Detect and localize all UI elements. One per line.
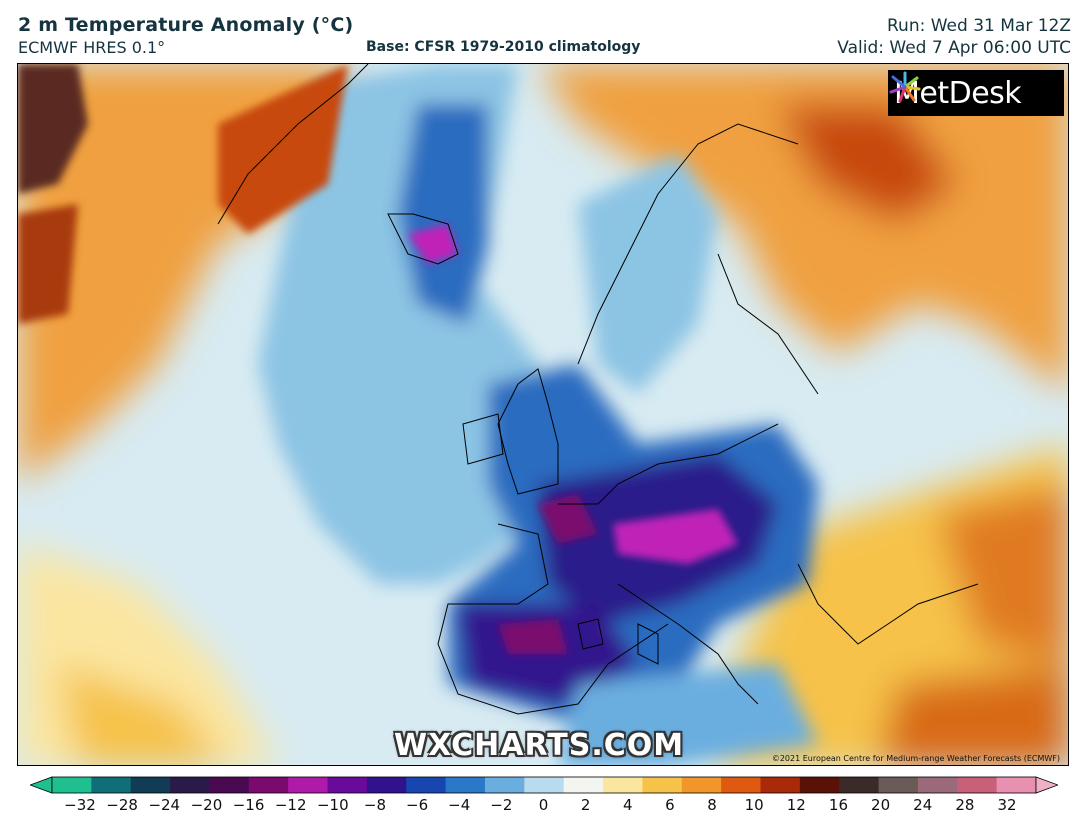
colorbar-tick-label: 0 xyxy=(538,796,549,814)
colorbar-tick-label: 16 xyxy=(828,796,848,814)
colorbar-tick-label: −20 xyxy=(190,796,223,814)
colorbar-tick-label: 4 xyxy=(622,796,633,814)
colorbar-tick-label: −8 xyxy=(363,796,387,814)
colorbar xyxy=(30,776,1058,794)
colorbar-tick-label: 8 xyxy=(707,796,717,814)
colorbar-cell xyxy=(603,777,643,793)
colorbar-cell xyxy=(366,777,407,793)
colorbar-tick-label: 12 xyxy=(786,796,806,814)
colorbar-tick-label: −6 xyxy=(406,796,429,814)
metdesk-logo-text: MetDesk xyxy=(894,75,1022,111)
anomaly-fields xyxy=(18,64,1068,765)
colorbar-cell xyxy=(484,777,525,793)
colorbar-cell xyxy=(681,777,722,793)
colorbar-cell xyxy=(248,777,289,793)
colorbar-tick-label: −16 xyxy=(232,796,265,814)
colorbar-cells xyxy=(51,776,1037,794)
colorbar-tick-label: 24 xyxy=(913,796,933,814)
temperature-anomaly-map[interactable]: MetDesk WXCHARTS.COM ©2021 European Cent… xyxy=(17,63,1069,766)
model-label: ECMWF HRES 0.1° xyxy=(18,38,166,57)
colorbar-tick-label: 28 xyxy=(955,796,975,814)
colorbar-cell xyxy=(445,777,486,793)
colorbar-cell xyxy=(642,777,683,793)
valid-time-label: Valid: Wed 7 Apr 06:00 UTC xyxy=(837,38,1071,58)
colorbar-cell xyxy=(170,777,211,793)
colorbar-tick-label: −4 xyxy=(448,796,471,814)
chart-title: 2 m Temperature Anomaly (°C) xyxy=(18,14,354,36)
metdesk-logo: MetDesk xyxy=(888,70,1064,116)
colorbar-tick-label: −24 xyxy=(148,796,181,814)
colorbar-cell xyxy=(130,777,171,793)
colorbar-tick-label: 10 xyxy=(744,796,764,814)
colorbar-tick-label: −10 xyxy=(316,796,349,814)
run-time-label: Run: Wed 31 Mar 12Z xyxy=(887,16,1071,36)
colorbar-cell xyxy=(957,777,998,793)
colorbar-tick-label: −12 xyxy=(274,796,307,814)
colorbar-low-extension xyxy=(30,776,53,794)
colorbar-cell xyxy=(839,777,880,793)
extreme-cold-fields xyxy=(18,64,738,654)
colorbar-tick-label: −2 xyxy=(490,796,513,814)
colorbar-cell xyxy=(563,777,604,793)
colorbar-cell xyxy=(721,777,762,793)
colorbar-cell xyxy=(917,777,958,793)
colorbar-cell xyxy=(327,777,368,793)
colorbar-cell xyxy=(91,777,132,793)
colorbar-high-extension xyxy=(1035,776,1058,794)
colorbar-cell xyxy=(52,777,92,793)
colorbar-cell xyxy=(288,777,329,793)
wxcharts-watermark: WXCHARTS.COM xyxy=(394,728,685,763)
coastlines xyxy=(217,64,979,715)
colorbar-tick-label: 32 xyxy=(997,796,1017,814)
ecmwf-credit: ©2021 European Centre for Medium-range W… xyxy=(771,754,1060,763)
metdesk-burst-icon xyxy=(889,71,921,103)
colorbar-tick-label: −32 xyxy=(64,796,96,814)
colorbar-cell xyxy=(406,777,447,793)
map-canvas xyxy=(18,64,1068,765)
colorbar-cell xyxy=(209,777,250,793)
colorbar-cell xyxy=(996,777,1037,793)
colorbar-cell xyxy=(760,777,801,793)
colorbar-tick-label: 20 xyxy=(871,796,891,814)
colorbar-tick-label: −28 xyxy=(106,796,138,814)
colorbar-cell xyxy=(878,777,919,793)
colorbar-tick-label: 2 xyxy=(580,796,591,814)
colorbar-tick-labels: −32 −28 −24 −20 −16 −12 −10 −8 −6 −4 −2 0 2 4 6 8 10 12 16… xyxy=(0,796,1088,820)
colorbar-tick-label: 6 xyxy=(665,796,675,814)
colorbar-cell xyxy=(524,777,565,793)
climatology-base-label: Base: CFSR 1979-2010 climatology xyxy=(366,39,641,55)
colorbar-cell xyxy=(799,777,840,793)
